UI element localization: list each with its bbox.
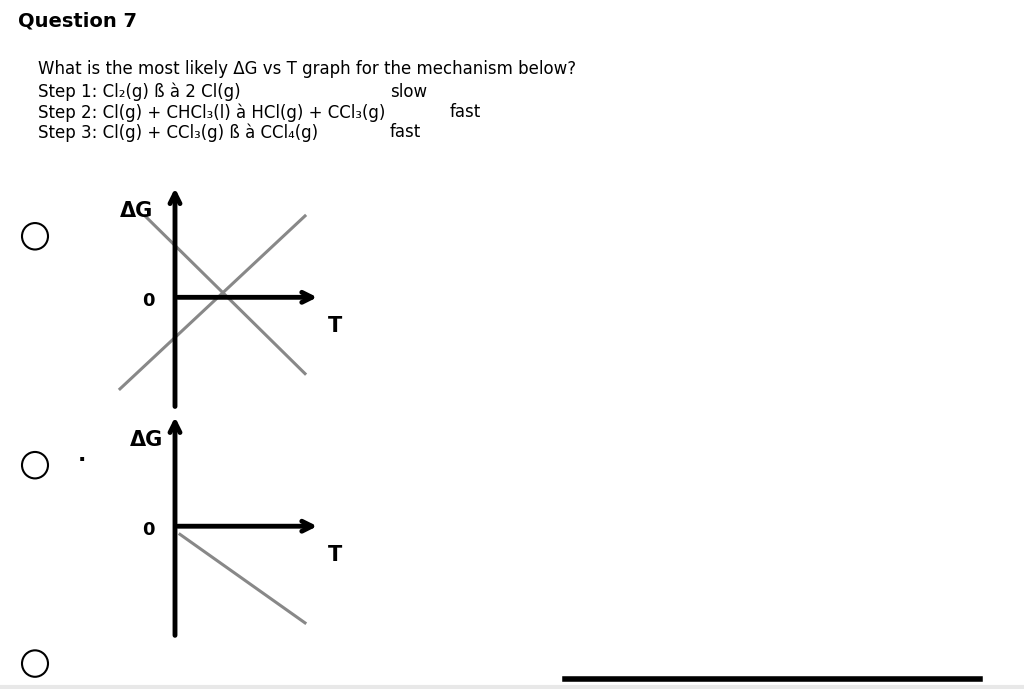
Text: T: T xyxy=(328,316,342,336)
Text: ΔG: ΔG xyxy=(120,200,154,220)
Text: Step 3: Cl(g) + CCl₃(g) ß à CCl₄(g): Step 3: Cl(g) + CCl₃(g) ß à CCl₄(g) xyxy=(38,123,318,142)
Text: fast: fast xyxy=(450,103,481,121)
Text: fast: fast xyxy=(390,123,421,141)
Text: 0: 0 xyxy=(142,521,155,539)
Text: Question 7: Question 7 xyxy=(18,11,137,30)
Text: What is the most likely ΔG vs T graph for the mechanism below?: What is the most likely ΔG vs T graph fo… xyxy=(38,60,577,79)
Text: ΔG: ΔG xyxy=(130,429,163,450)
Text: slow: slow xyxy=(390,83,427,101)
Text: Step 1: Cl₂(g) ß à 2 Cl(g): Step 1: Cl₂(g) ß à 2 Cl(g) xyxy=(38,83,241,101)
Text: T: T xyxy=(328,544,342,564)
Text: Step 2: Cl(g) + CHCl₃(l) à HCl(g) + CCl₃(g): Step 2: Cl(g) + CHCl₃(l) à HCl(g) + CCl₃… xyxy=(38,103,385,121)
Text: 0: 0 xyxy=(142,292,155,310)
Text: .: . xyxy=(78,445,86,465)
